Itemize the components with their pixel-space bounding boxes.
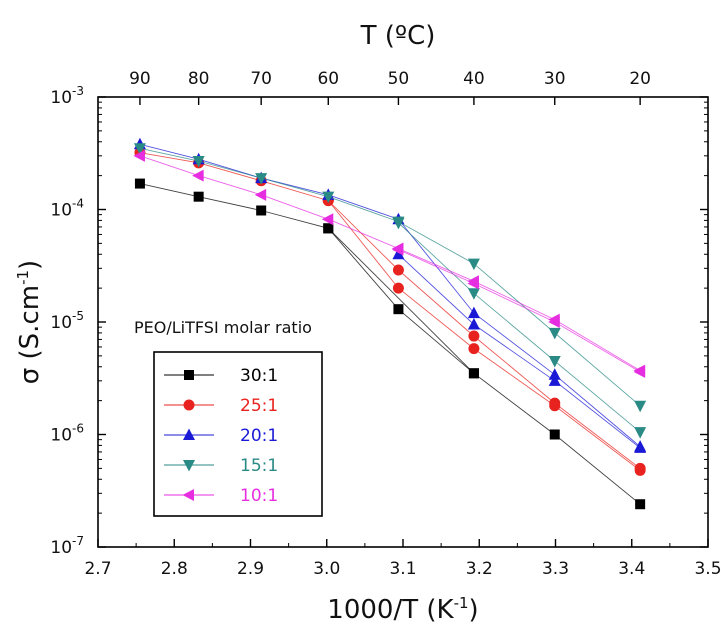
- legend-marker: [183, 460, 195, 472]
- series-line: [398, 253, 641, 449]
- series-line: [139, 143, 641, 447]
- data-point: [467, 277, 479, 290]
- data-point: [548, 316, 560, 328]
- legend-marker: [183, 428, 195, 440]
- x-tick-label: 2.9: [237, 559, 264, 579]
- data-point: [133, 149, 145, 162]
- top-tick-label: 80: [188, 69, 210, 89]
- x-tick-label: 3.0: [313, 559, 340, 579]
- top-tick-label: 70: [250, 69, 272, 89]
- data-point: [393, 304, 404, 315]
- legend-label: 10:1: [240, 486, 278, 506]
- data-point: [548, 374, 561, 386]
- data-point: [193, 191, 204, 202]
- data-point: [391, 243, 404, 256]
- top-axis-title: T (ºC): [360, 21, 436, 51]
- series-line: [398, 249, 641, 373]
- data-point: [549, 400, 561, 412]
- series-layer: [133, 137, 647, 510]
- series-15-1: [133, 143, 647, 439]
- data-point: [322, 191, 335, 204]
- legend: PEO/LiTFSI molar ratio 30:1 25:1 20:1 15:1 10…: [134, 318, 323, 517]
- x-axis: 2.7 2.8 2.9 3.0 3.1 3.2 3.3 3.4 3.5: [84, 539, 721, 579]
- axis-titles: 1000/T (K-1) σ (S.cm-1) T (ºC): [14, 21, 479, 625]
- data-point: [192, 155, 205, 168]
- top-tick-label: 20: [629, 69, 651, 89]
- top-tick-label: 30: [544, 69, 566, 89]
- data-point: [392, 247, 405, 260]
- data-point: [392, 264, 404, 276]
- y-tick-label: 10-4: [50, 197, 84, 221]
- y-tick-label: 10-6: [50, 422, 84, 446]
- legend-label: 30:1: [240, 366, 278, 386]
- y-tick-label: 10-3: [50, 84, 84, 108]
- data-point: [256, 205, 267, 216]
- top-tick-label: 40: [463, 69, 485, 89]
- data-point: [323, 223, 334, 234]
- data-point: [468, 368, 479, 379]
- legend-marker: [182, 489, 194, 501]
- x-axis-title: 1000/T (K-1): [327, 594, 478, 625]
- data-point: [633, 365, 646, 378]
- legend-label: 15:1: [240, 456, 278, 476]
- y-tick-label: 10-5: [50, 309, 84, 333]
- top-tick-label: 90: [129, 69, 151, 89]
- top-tick-label: 60: [317, 69, 339, 89]
- data-point: [634, 400, 647, 413]
- data-point: [134, 178, 145, 189]
- x-tick-label: 3.1: [389, 559, 416, 579]
- data-point: [467, 306, 480, 319]
- data-point: [192, 169, 204, 182]
- series-line: [139, 155, 641, 371]
- series-line: [139, 147, 641, 407]
- legend-marker: [184, 370, 194, 380]
- data-point: [468, 343, 480, 355]
- legend-title: PEO/LiTFSI molar ratio: [134, 318, 312, 337]
- data-point: [548, 327, 561, 340]
- x-tick-label: 3.2: [466, 559, 493, 579]
- series-line: [327, 200, 641, 471]
- series-30-1: [134, 178, 646, 510]
- data-point: [255, 173, 268, 185]
- data-point: [549, 429, 560, 440]
- data-point: [548, 356, 561, 368]
- y-tick-label: 10-7: [50, 534, 84, 558]
- x-tick-label: 3.5: [694, 559, 721, 579]
- legend-label: 25:1: [240, 396, 278, 416]
- legend-box: [153, 351, 323, 517]
- top-axis: 90 80 70 60 50 40 30 20: [129, 69, 651, 105]
- x-tick-label: 3.4: [618, 559, 645, 579]
- series-10-1: [133, 149, 646, 378]
- y-axis-title: σ (S.cm-1): [14, 260, 45, 384]
- x-tick-label: 2.7: [84, 559, 111, 579]
- legend-marker: [183, 399, 195, 411]
- data-point: [635, 499, 646, 510]
- data-point: [254, 188, 267, 201]
- data-point: [392, 282, 404, 294]
- data-point: [634, 464, 646, 476]
- series-line: [398, 222, 641, 433]
- x-tick-label: 2.8: [161, 559, 188, 579]
- data-point: [634, 427, 647, 439]
- y-axis: 10-3 10-4 10-5 10-6 10-7: [50, 84, 708, 558]
- series-line: [327, 227, 475, 374]
- data-point: [468, 330, 480, 342]
- x-tick-label: 3.3: [542, 559, 569, 579]
- data-point: [467, 258, 480, 271]
- series-line: [139, 152, 641, 469]
- data-point: [548, 368, 561, 380]
- data-point: [467, 318, 480, 330]
- data-point: [392, 217, 405, 230]
- data-point: [634, 441, 647, 453]
- data-point: [467, 288, 480, 300]
- legend-label: 20:1: [240, 426, 278, 446]
- series-line: [139, 183, 641, 505]
- data-point: [133, 143, 146, 155]
- data-point: [321, 213, 334, 226]
- top-tick-label: 50: [388, 69, 410, 89]
